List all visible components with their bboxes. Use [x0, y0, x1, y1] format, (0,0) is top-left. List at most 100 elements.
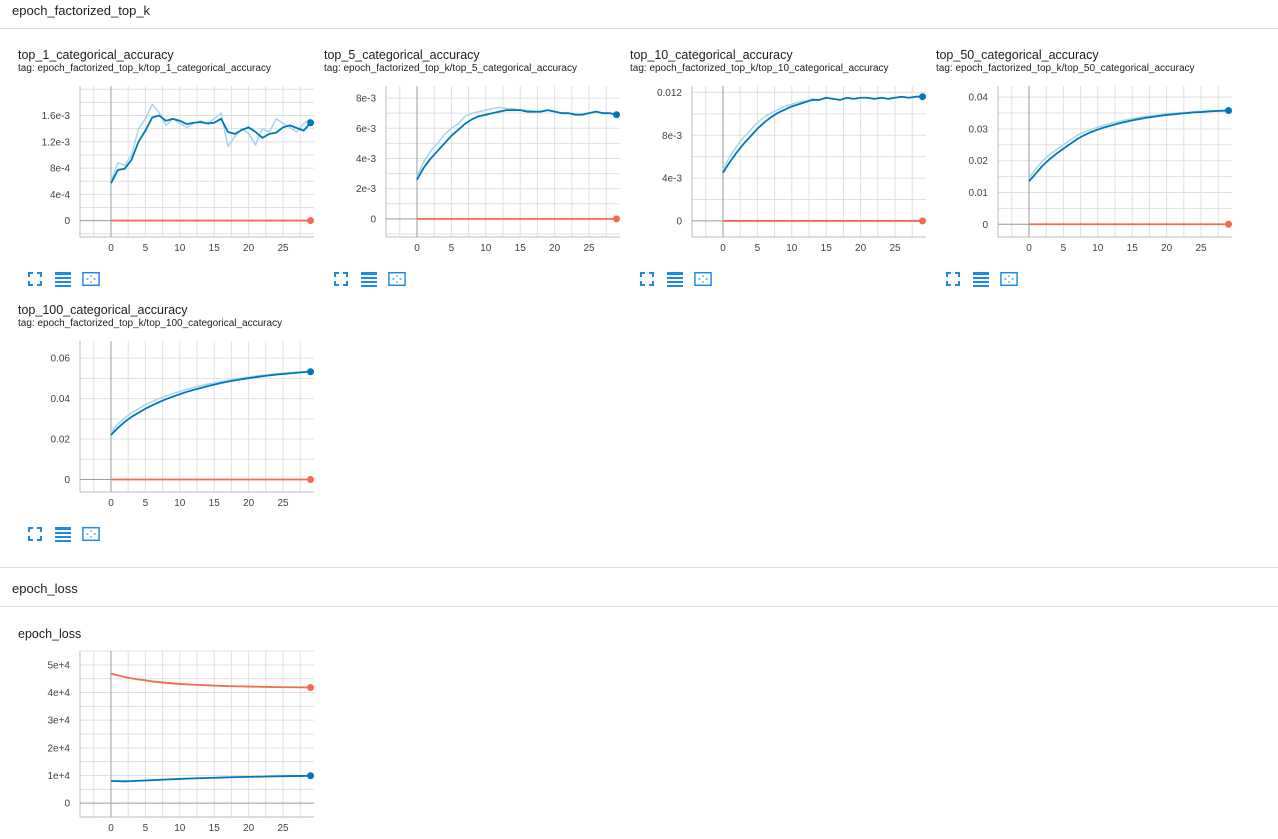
train-last-point: [307, 119, 315, 127]
train-series-line: [110, 114, 312, 184]
section-header-loss: epoch_loss: [0, 567, 1278, 607]
train-series-line: [416, 109, 617, 181]
x-tick-label: 25: [277, 243, 289, 254]
train-series-line: [110, 774, 311, 783]
train-last-point: [919, 93, 927, 101]
section-header-top-k: epoch_factorized_top_k: [0, 0, 1278, 29]
y-tick-label: 0: [982, 220, 988, 231]
y-tick-label: 0.04: [969, 93, 989, 104]
chart-plot[interactable]: 0 5 10 15 20 25 0 1e+4 2e+4 3e+4 4e+4 5e+4: [12, 649, 315, 839]
train_raw-series-line: [110, 103, 311, 183]
chart-plot[interactable]: 0 5 10 15 20 25 0 4e-4 8e-4 1.2e-3 1.6e-3: [12, 84, 315, 259]
x-tick-label: 5: [143, 243, 149, 254]
train_raw-series-line: [110, 370, 311, 434]
section-title: epoch_loss: [12, 581, 78, 596]
y-tick-label: 0: [64, 216, 70, 227]
y-tick-label: 1.6e-3: [42, 111, 71, 122]
fit-domain-icon[interactable]: [1000, 270, 1018, 288]
x-tick-label: 5: [143, 823, 149, 834]
x-tick-label: 10: [480, 243, 492, 254]
y-tick-label: 8e-4: [50, 164, 70, 175]
y-tick-label: 0: [370, 214, 376, 225]
grid: [80, 650, 314, 818]
y-tick-label: 0.04: [51, 394, 71, 405]
data-table-icon[interactable]: [54, 525, 72, 543]
x-tick-label: 5: [449, 243, 455, 254]
y-tick-label: 5e+4: [47, 660, 70, 671]
chart-toolbar: [26, 525, 100, 543]
x-tick-label: 20: [855, 243, 867, 254]
x-tick-label: 10: [1092, 243, 1104, 254]
y-tick-label: 1.2e-3: [42, 137, 71, 148]
x-tick-label: 5: [1061, 243, 1067, 254]
grid: [692, 86, 926, 237]
validation-last-point: [307, 475, 315, 483]
x-tick-label: 15: [209, 243, 221, 254]
x-tick-label: 20: [243, 823, 255, 834]
x-tick-label: 15: [515, 243, 527, 254]
chart-title: epoch_loss: [18, 627, 82, 641]
fullscreen-icon[interactable]: [26, 525, 44, 543]
y-tick-label: 0.03: [969, 124, 989, 135]
chart-tag: tag: epoch_factorized_top_k/top_100_cate…: [18, 318, 283, 329]
y-tick-label: 0.01: [969, 188, 989, 199]
x-tick-label: 20: [243, 498, 255, 509]
data-table-icon[interactable]: [54, 270, 72, 288]
y-tick-label: 2e-3: [356, 184, 376, 195]
fit-domain-icon[interactable]: [82, 270, 100, 288]
x-tick-label: 10: [174, 823, 186, 834]
validation-last-point: [307, 217, 315, 225]
x-tick-label: 25: [889, 243, 901, 254]
x-tick-label: 0: [108, 823, 114, 834]
chart-toolbar: [332, 270, 406, 288]
x-tick-label: 10: [174, 498, 186, 509]
fullscreen-icon[interactable]: [638, 270, 656, 288]
chart-toolbar: [638, 270, 712, 288]
chart-tag: tag: epoch_factorized_top_k/top_5_catego…: [324, 63, 577, 74]
grid: [80, 86, 314, 237]
x-tick-label: 10: [174, 243, 186, 254]
validation-last-point: [919, 217, 927, 225]
y-tick-label: 4e-4: [50, 190, 70, 201]
x-tick-label: 15: [821, 243, 833, 254]
chart-title: top_5_categorical_accuracy: [324, 48, 480, 62]
section-title: epoch_factorized_top_k: [12, 3, 151, 18]
x-tick-label: 25: [277, 823, 289, 834]
y-tick-label: 6e-3: [356, 124, 376, 135]
chart-title: top_1_categorical_accuracy: [18, 48, 174, 62]
chart-tag: tag: epoch_factorized_top_k/top_10_categ…: [630, 63, 889, 74]
y-tick-label: 0.02: [969, 156, 989, 167]
x-tick-label: 0: [108, 243, 114, 254]
chart-plot[interactable]: 0 5 10 15 20 25 0 4e-3 8e-3 0.012: [624, 84, 927, 259]
chart-tag: tag: epoch_factorized_top_k/top_50_categ…: [936, 63, 1195, 74]
x-tick-label: 10: [786, 243, 798, 254]
fit-domain-icon[interactable]: [694, 270, 712, 288]
data-table-icon[interactable]: [360, 270, 378, 288]
x-tick-label: 20: [549, 243, 561, 254]
fullscreen-icon[interactable]: [26, 270, 44, 288]
y-tick-label: 0.06: [51, 354, 71, 365]
chart-plot[interactable]: 0 5 10 15 20 25 0 0.02 0.04 0.06: [12, 339, 315, 514]
y-tick-label: 3e+4: [47, 716, 70, 727]
validation-last-point: [613, 215, 621, 223]
y-tick-label: 2e+4: [47, 743, 70, 754]
train-series-line: [1028, 109, 1229, 182]
x-tick-label: 0: [108, 498, 114, 509]
chart-tag: tag: epoch_factorized_top_k/top_1_catego…: [18, 63, 271, 74]
x-tick-label: 25: [583, 243, 595, 254]
x-tick-label: 0: [720, 243, 726, 254]
data-table-icon[interactable]: [972, 270, 990, 288]
train-series-line: [110, 370, 311, 436]
x-tick-label: 15: [209, 498, 221, 509]
fullscreen-icon[interactable]: [332, 270, 350, 288]
chart-plot[interactable]: 0 5 10 15 20 25 0 2e-3 4e-3 6e-3 8e-3: [318, 84, 621, 259]
x-tick-label: 0: [414, 243, 420, 254]
fullscreen-icon[interactable]: [944, 270, 962, 288]
fit-domain-icon[interactable]: [82, 525, 100, 543]
chart-plot[interactable]: 0 5 10 15 20 25 0 0.01 0.02 0.03 0.04: [930, 84, 1233, 259]
chart-toolbar: [944, 270, 1018, 288]
data-table-icon[interactable]: [666, 270, 684, 288]
fit-domain-icon[interactable]: [388, 270, 406, 288]
x-tick-label: 5: [755, 243, 761, 254]
y-tick-label: 0.02: [51, 435, 71, 446]
